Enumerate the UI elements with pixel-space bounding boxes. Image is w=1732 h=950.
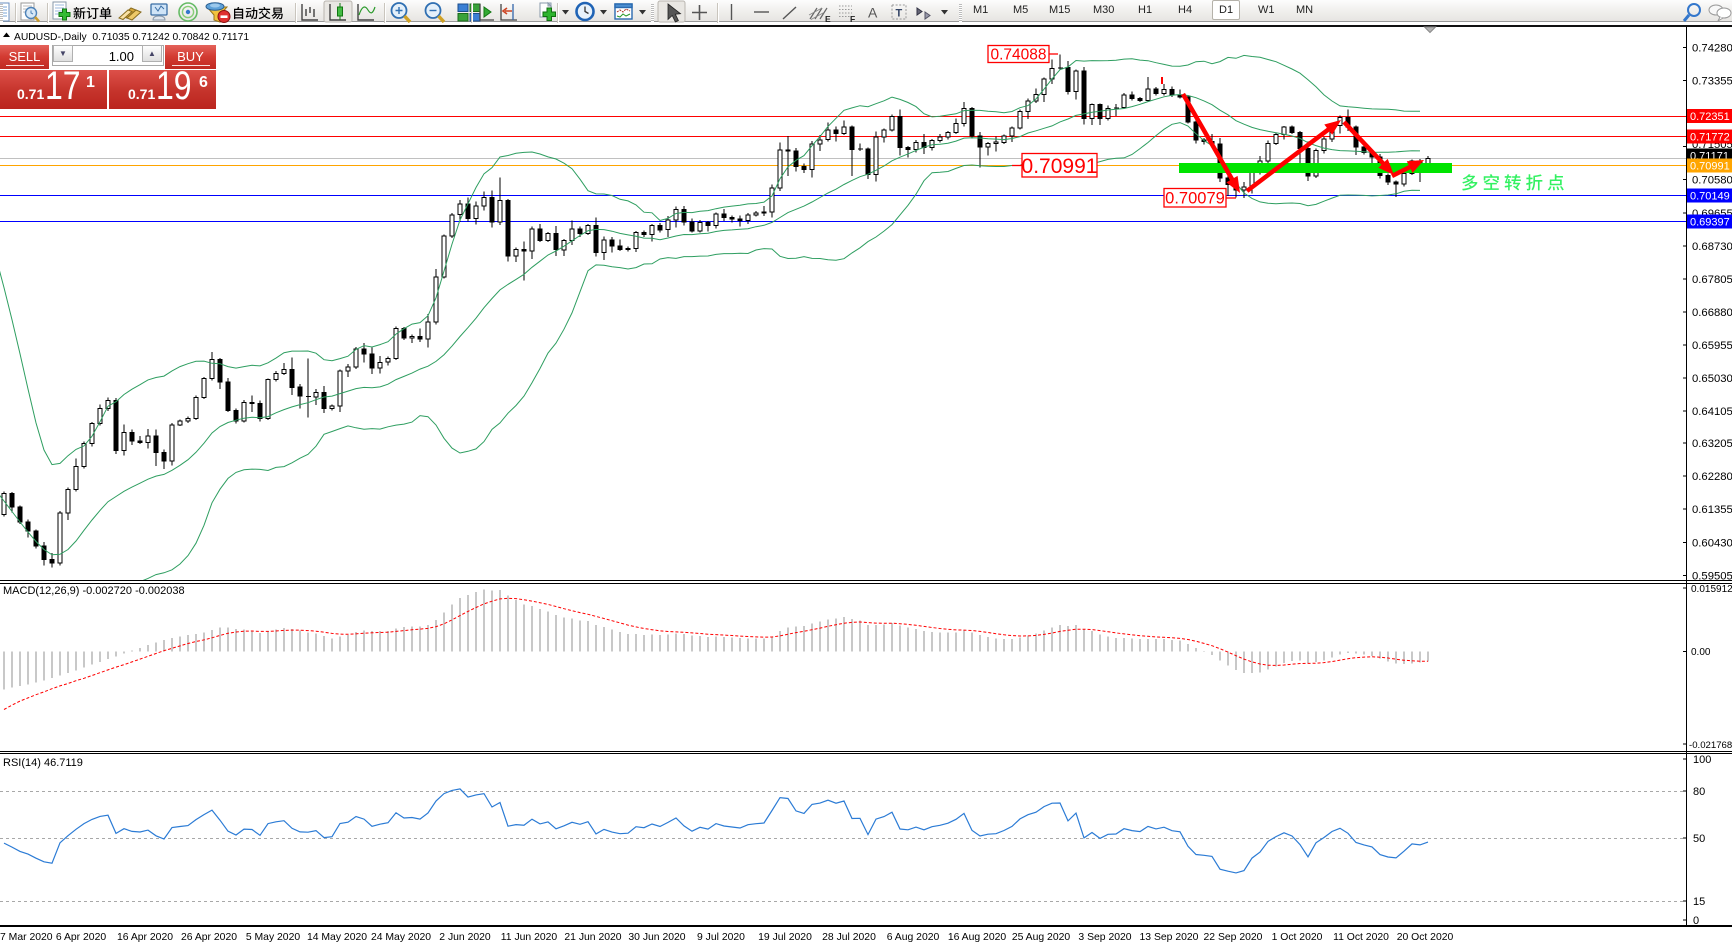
svg-text:20 Oct 2020: 20 Oct 2020	[1397, 932, 1454, 943]
svg-text:0.70149: 0.70149	[1690, 191, 1730, 203]
svg-text:24 May 2020: 24 May 2020	[371, 932, 431, 943]
svg-text:16 Apr 2020: 16 Apr 2020	[117, 932, 173, 943]
svg-text:1 Oct 2020: 1 Oct 2020	[1272, 932, 1323, 943]
svg-text:25 Aug 2020: 25 Aug 2020	[1012, 932, 1071, 943]
svg-text:A: A	[868, 5, 878, 21]
svg-text:0.65030: 0.65030	[1692, 373, 1732, 385]
svg-text:19 Jul 2020: 19 Jul 2020	[758, 932, 812, 943]
svg-text:0.59505: 0.59505	[1692, 570, 1732, 582]
svg-text:-0.021768: -0.021768	[1689, 740, 1732, 751]
svg-text:0.65955: 0.65955	[1692, 340, 1732, 352]
svg-text:0.74280: 0.74280	[1692, 43, 1732, 55]
svg-text:26 Apr 2020: 26 Apr 2020	[181, 932, 237, 943]
svg-text:0.70991: 0.70991	[1690, 161, 1730, 173]
svg-text:0.71772: 0.71772	[1690, 132, 1730, 144]
svg-text:0.62280: 0.62280	[1692, 471, 1732, 483]
svg-text:14 May 2020: 14 May 2020	[307, 932, 367, 943]
svg-text:0.68730: 0.68730	[1692, 241, 1732, 253]
svg-text:22 Sep 2020: 22 Sep 2020	[1204, 932, 1263, 943]
svg-text:T: T	[896, 8, 903, 20]
svg-text:3 Sep 2020: 3 Sep 2020	[1078, 932, 1131, 943]
svg-text:9 Jul 2020: 9 Jul 2020	[697, 932, 745, 943]
svg-text:0.74088: 0.74088	[990, 47, 1046, 64]
svg-text:5 May 2020: 5 May 2020	[246, 932, 301, 943]
svg-text:0.70991: 0.70991	[1022, 155, 1098, 178]
svg-text:0.63205: 0.63205	[1692, 438, 1732, 450]
svg-text:0.61355: 0.61355	[1692, 504, 1732, 516]
svg-text:7 Mar 2020: 7 Mar 2020	[0, 932, 53, 943]
svg-text:16 Aug 2020: 16 Aug 2020	[948, 932, 1007, 943]
svg-text:80: 80	[1693, 786, 1705, 798]
svg-text:2 Jun 2020: 2 Jun 2020	[439, 932, 491, 943]
svg-text:50: 50	[1693, 833, 1705, 845]
svg-text:0.70580: 0.70580	[1692, 175, 1732, 187]
svg-text:0.60430: 0.60430	[1692, 537, 1732, 549]
svg-text:28 Jul 2020: 28 Jul 2020	[822, 932, 876, 943]
svg-text:6 Apr 2020: 6 Apr 2020	[56, 932, 106, 943]
svg-text:0.64105: 0.64105	[1692, 406, 1732, 418]
svg-text:RSI(14) 46.7119: RSI(14) 46.7119	[3, 757, 83, 769]
svg-text:AUDUSD-,Daily 0.71035 0.71242: AUDUSD-,Daily 0.71035 0.71242 0.70842 0.…	[14, 32, 249, 43]
svg-text:21 Jun 2020: 21 Jun 2020	[564, 932, 621, 943]
svg-text:11 Jun 2020: 11 Jun 2020	[501, 932, 558, 943]
svg-text:0.015912: 0.015912	[1691, 584, 1732, 595]
svg-text:0.66880: 0.66880	[1692, 307, 1732, 319]
svg-text:0.72351: 0.72351	[1690, 111, 1730, 123]
svg-text:30 Jun 2020: 30 Jun 2020	[628, 932, 685, 943]
svg-text:MACD(12,26,9) -0.002720 -0.002: MACD(12,26,9) -0.002720 -0.002038	[3, 585, 185, 597]
svg-text:0: 0	[1693, 915, 1699, 927]
svg-text:13 Sep 2020: 13 Sep 2020	[1140, 932, 1199, 943]
svg-text:100: 100	[1693, 754, 1711, 766]
svg-text:E: E	[825, 14, 831, 24]
svg-text:F: F	[850, 14, 855, 24]
svg-text:0.67805: 0.67805	[1692, 274, 1732, 286]
svg-text:0.00: 0.00	[1691, 647, 1711, 658]
svg-text:11 Oct 2020: 11 Oct 2020	[1333, 932, 1389, 943]
svg-text:0.70079: 0.70079	[1165, 190, 1225, 208]
svg-text:0.69397: 0.69397	[1690, 217, 1730, 229]
svg-text:0.73355: 0.73355	[1692, 76, 1732, 88]
svg-text:15: 15	[1693, 896, 1705, 908]
svg-text:6 Aug 2020: 6 Aug 2020	[887, 932, 940, 943]
